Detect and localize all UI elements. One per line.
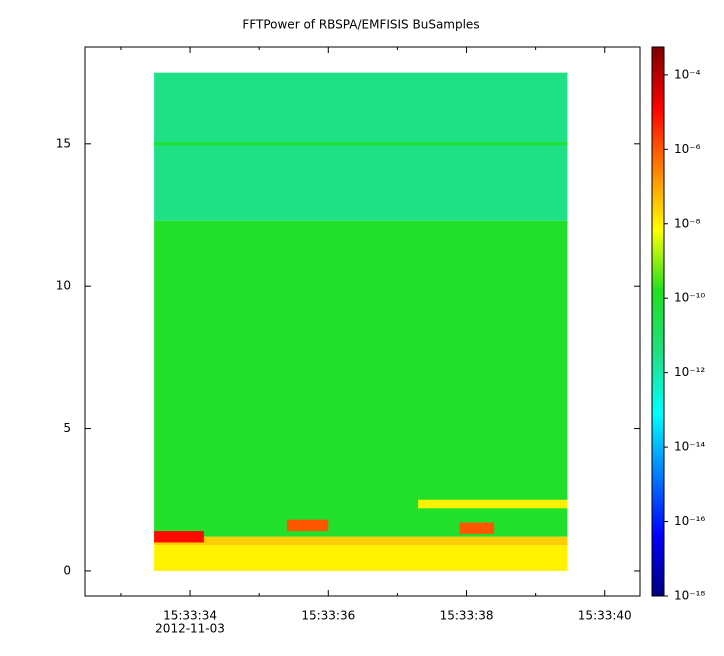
- colorbar-tick-label: 10⁻¹⁰: [674, 291, 705, 305]
- colorbar-tick-label: 10⁻¹⁴: [674, 440, 705, 454]
- spectrogram-cell: [459, 522, 495, 534]
- date-label: 2012-11-03: [155, 622, 225, 636]
- colorbar-tick-label: 10⁻⁸: [674, 216, 701, 230]
- y-tick-label: 0: [63, 563, 71, 577]
- x-tick-label: 15:33:36: [301, 609, 355, 623]
- colorbar-tick-label: 10⁻¹²: [674, 365, 705, 379]
- colorbar-tick-label: 10⁻¹⁸: [674, 589, 705, 603]
- spectrogram-cell: [154, 220, 568, 537]
- spectrogram-cell: [154, 531, 204, 543]
- colorbar-tick-label: 10⁻¹⁶: [674, 514, 705, 528]
- x-tick-label: 15:33:40: [578, 609, 632, 623]
- plot-frame: [84, 46, 641, 597]
- y-tick-label: 10: [56, 279, 71, 293]
- spectrogram-cell: [154, 545, 568, 571]
- x-tick-label: 15:33:34: [163, 609, 217, 623]
- spectrogram-cell: [286, 519, 329, 532]
- spectrogram-cell: [418, 499, 568, 509]
- spectrogram-cell: [154, 536, 568, 546]
- spectrogram-cell: [154, 142, 568, 146]
- x-tick-label: 15:33:38: [440, 609, 494, 623]
- colorbar-tick-label: 10⁻⁴: [674, 67, 701, 81]
- y-tick-label: 5: [63, 421, 71, 435]
- colorbar: [651, 46, 665, 597]
- spectrogram-cell: [154, 72, 568, 221]
- y-tick-label: 15: [56, 136, 71, 150]
- chart-title: FFTPower of RBSPA/EMFISIS BuSamples: [242, 18, 479, 32]
- colorbar-tick-label: 10⁻⁶: [674, 142, 701, 156]
